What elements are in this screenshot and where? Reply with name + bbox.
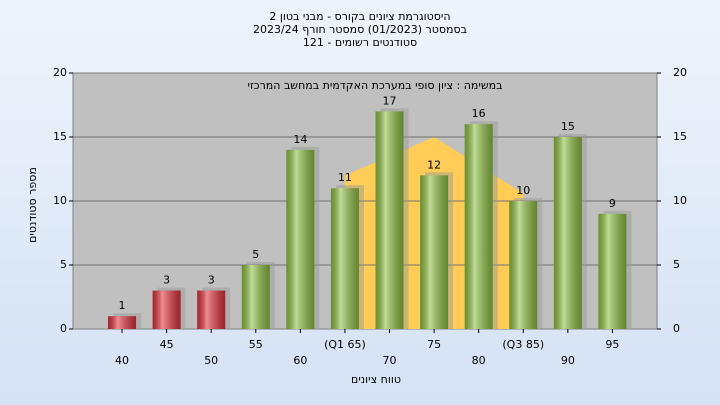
- value-label: 3: [163, 274, 170, 287]
- x-tick-label: 40: [115, 354, 129, 367]
- value-label: 15: [561, 120, 575, 133]
- y2-tick-label: 10: [673, 194, 687, 207]
- bar-shine: [108, 316, 137, 329]
- title-line: סטודנטים רשומים - 121: [303, 36, 417, 49]
- bar-shine: [375, 111, 404, 330]
- bar-shine: [509, 201, 538, 329]
- y-tick-label: 20: [53, 66, 67, 79]
- title-line: בסמסטר (01/2023) סמסטר חורף 2023/24: [253, 23, 467, 36]
- value-label: 17: [383, 94, 397, 107]
- bar-shine: [286, 149, 315, 329]
- y-tick-label: 15: [53, 130, 67, 143]
- bar-shine: [152, 290, 181, 329]
- value-label: 16: [472, 107, 486, 120]
- y-tick-label: 5: [60, 258, 67, 271]
- x-tick-label: 80: [472, 354, 486, 367]
- bar-shine: [464, 124, 493, 329]
- value-label: 14: [293, 133, 307, 146]
- bar-shine: [420, 175, 449, 329]
- value-label: 11: [338, 171, 352, 184]
- bar-shine: [197, 290, 226, 329]
- title-line: היסטוגרמת ציונים בקורס - מבני בטון 2: [269, 10, 450, 23]
- bar-shine: [553, 137, 582, 329]
- y2-tick-label: 15: [673, 130, 687, 143]
- x-tick-label: 75: [427, 338, 441, 351]
- value-label: 1: [119, 299, 126, 312]
- x-tick-label: 45: [160, 338, 174, 351]
- x-tick-label: 60: [293, 354, 307, 367]
- bar-shine: [598, 213, 627, 329]
- y-tick-label: 0: [60, 322, 67, 335]
- annotation: במשימה : ציון סופי במערכת האקדמית במחשב …: [248, 79, 503, 92]
- y2-tick-label: 0: [673, 322, 680, 335]
- x-tick-label: (Q1 65): [324, 338, 366, 351]
- x-tick-label: 70: [383, 354, 397, 367]
- x-tick-label: 50: [204, 354, 218, 367]
- value-label: 10: [516, 184, 530, 197]
- bar-shine: [241, 265, 270, 329]
- y2-tick-label: 5: [673, 258, 680, 271]
- x-axis-label: טווח ציונים: [351, 373, 401, 386]
- y-tick-label: 10: [53, 194, 67, 207]
- value-label: 5: [252, 248, 259, 261]
- x-tick-label: 55: [249, 338, 263, 351]
- x-tick-label: 95: [605, 338, 619, 351]
- value-label: 3: [208, 274, 215, 287]
- value-label: 9: [609, 197, 616, 210]
- value-label: 12: [427, 158, 441, 171]
- x-tick-label: 90: [561, 354, 575, 367]
- y2-tick-label: 20: [673, 66, 687, 79]
- bar-shine: [330, 188, 359, 329]
- x-tick-label: (Q3 85): [502, 338, 544, 351]
- y-axis-label: מספר סטודנטים: [26, 167, 39, 243]
